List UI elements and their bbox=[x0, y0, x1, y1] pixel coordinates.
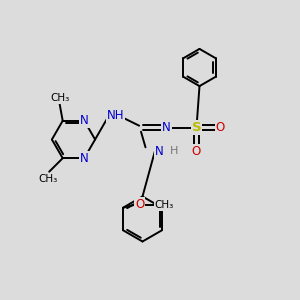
Text: CH₃: CH₃ bbox=[154, 200, 174, 210]
Text: CH₃: CH₃ bbox=[50, 93, 69, 103]
Text: H: H bbox=[170, 146, 178, 157]
Text: O: O bbox=[216, 121, 225, 134]
Text: O: O bbox=[192, 145, 201, 158]
Text: S: S bbox=[192, 121, 201, 134]
Text: O: O bbox=[135, 198, 144, 211]
Text: NH: NH bbox=[107, 109, 124, 122]
Text: N: N bbox=[80, 152, 89, 165]
Text: N: N bbox=[162, 121, 171, 134]
Text: N: N bbox=[80, 114, 89, 127]
Text: N: N bbox=[154, 145, 164, 158]
Text: CH₃: CH₃ bbox=[38, 174, 57, 184]
